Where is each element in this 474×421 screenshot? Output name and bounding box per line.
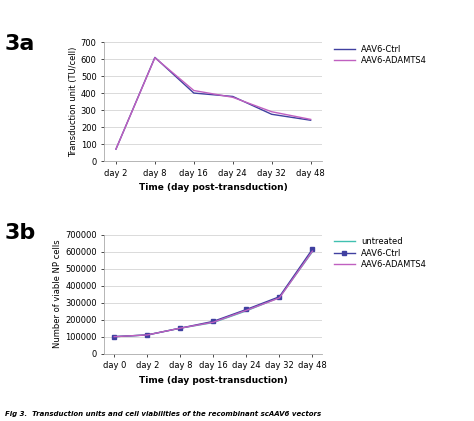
AAV6-ADAMTS4	[308, 117, 313, 122]
AAV6-ADAMTS4	[210, 320, 216, 325]
Text: 3a: 3a	[5, 34, 35, 54]
untreated	[244, 308, 249, 313]
AAV6-Ctrl	[152, 55, 158, 60]
Text: 3b: 3b	[5, 223, 36, 243]
AAV6-Ctrl	[191, 91, 197, 96]
AAV6-ADAMTS4	[113, 147, 119, 152]
Line: AAV6-Ctrl: AAV6-Ctrl	[116, 57, 310, 149]
Line: untreated: untreated	[114, 252, 312, 337]
AAV6-ADAMTS4	[111, 334, 117, 339]
AAV6-ADAMTS4	[276, 296, 282, 301]
AAV6-Ctrl	[269, 112, 274, 117]
untreated	[111, 334, 117, 339]
AAV6-ADAMTS4	[310, 249, 315, 254]
Text: Fig 3.  Transduction units and cell viabilities of the recombinant scAAV6 vector: Fig 3. Transduction units and cell viabi…	[5, 410, 321, 417]
AAV6-ADAMTS4	[230, 95, 236, 100]
AAV6-Ctrl	[111, 334, 117, 339]
Y-axis label: Number of viable NP cells: Number of viable NP cells	[53, 240, 62, 349]
AAV6-Ctrl	[210, 319, 216, 324]
untreated	[145, 333, 150, 338]
AAV6-Ctrl	[310, 247, 315, 252]
Legend: untreated, AAV6-Ctrl, AAV6-ADAMTS4: untreated, AAV6-Ctrl, AAV6-ADAMTS4	[333, 237, 428, 270]
Line: AAV6-ADAMTS4: AAV6-ADAMTS4	[116, 58, 310, 149]
untreated	[210, 320, 216, 325]
AAV6-ADAMTS4	[244, 308, 249, 313]
X-axis label: Time (day post-transduction): Time (day post-transduction)	[139, 183, 288, 192]
AAV6-ADAMTS4	[177, 325, 183, 330]
AAV6-Ctrl	[145, 333, 150, 338]
AAV6-Ctrl	[276, 294, 282, 299]
untreated	[177, 325, 183, 330]
AAV6-Ctrl	[113, 147, 119, 152]
AAV6-ADAMTS4	[269, 109, 274, 114]
AAV6-Ctrl	[230, 94, 236, 99]
AAV6-ADAMTS4	[152, 55, 158, 60]
AAV6-Ctrl	[308, 118, 313, 123]
AAV6-Ctrl	[244, 307, 249, 312]
Line: AAV6-Ctrl: AAV6-Ctrl	[112, 248, 314, 338]
Y-axis label: Transduction unit (TU/cell): Transduction unit (TU/cell)	[69, 46, 78, 157]
AAV6-Ctrl	[177, 325, 183, 330]
AAV6-ADAMTS4	[191, 88, 197, 93]
X-axis label: Time (day post-transduction): Time (day post-transduction)	[139, 376, 288, 385]
AAV6-ADAMTS4	[145, 333, 150, 338]
untreated	[276, 295, 282, 300]
untreated	[310, 249, 315, 254]
Line: AAV6-ADAMTS4: AAV6-ADAMTS4	[114, 251, 312, 337]
Legend: AAV6-Ctrl, AAV6-ADAMTS4: AAV6-Ctrl, AAV6-ADAMTS4	[333, 44, 428, 66]
